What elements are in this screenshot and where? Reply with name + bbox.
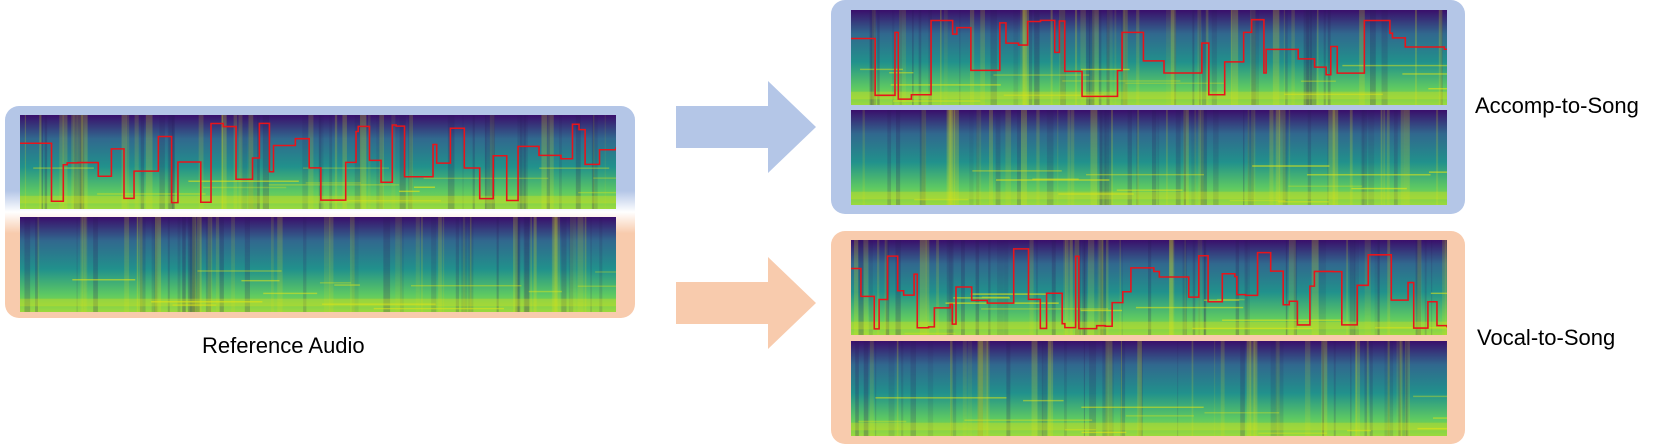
spectrogram-image [851, 240, 1447, 335]
reference-vocal-spectrogram [20, 217, 616, 312]
spectrogram-image [20, 115, 616, 209]
reference-pitch-spectrogram [20, 115, 616, 209]
spectrogram-image [851, 10, 1447, 105]
vocal-vocal-spectrogram [851, 341, 1447, 436]
accomp-pitch-spectrogram [851, 10, 1447, 105]
accomp-vocal-spectrogram [851, 110, 1447, 205]
spectrogram-image [851, 341, 1447, 436]
vocal-pitch-spectrogram [851, 240, 1447, 335]
spectrogram-image [851, 110, 1447, 205]
vocal-to-song-label: Vocal-to-Song [1477, 325, 1616, 350]
accomp-to-song-label: Accomp-to-Song [1475, 93, 1639, 118]
vocal-arrow-icon [676, 257, 816, 349]
spectrogram-image [20, 217, 616, 312]
reference-audio-label: Reference Audio [202, 333, 365, 358]
accomp-arrow-icon [676, 81, 816, 173]
